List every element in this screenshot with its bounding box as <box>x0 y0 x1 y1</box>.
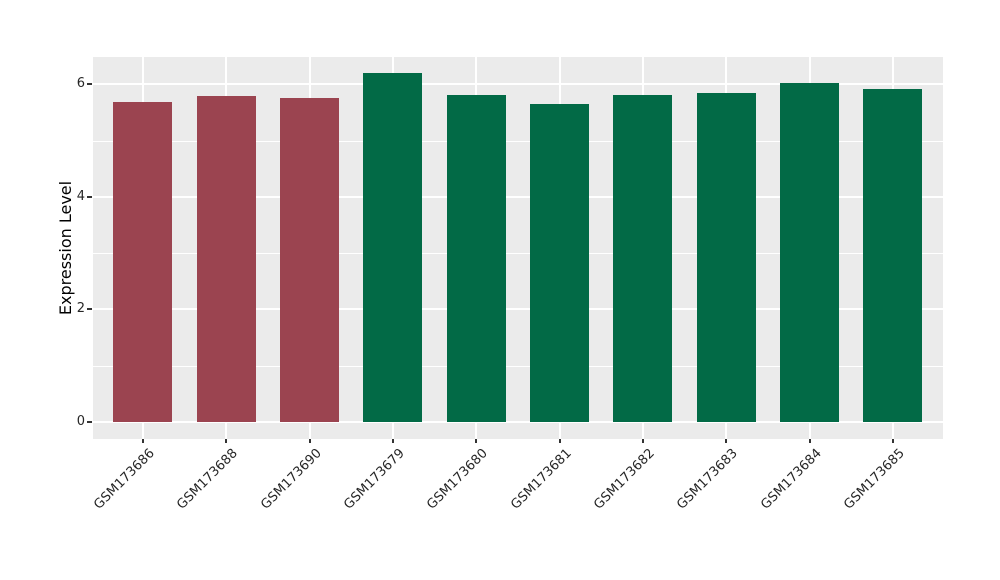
gridline-major-y4 <box>93 196 943 198</box>
x-tick-label-GSM173682: GSM173682 <box>591 446 658 513</box>
y-axis-title: Expression Level <box>56 180 75 316</box>
plot-panel <box>93 57 943 439</box>
gridline-major-y2 <box>93 308 943 310</box>
x-tick-mark-GSM173688 <box>225 439 227 443</box>
x-tick-mark-GSM173685 <box>892 439 894 443</box>
x-tick-label-GSM173681: GSM173681 <box>508 446 575 513</box>
gridline-minor-y1 <box>93 366 943 367</box>
x-tick-label-GSM173686: GSM173686 <box>91 446 158 513</box>
y-tick-mark-4 <box>87 196 92 198</box>
gridline-minor-y5 <box>93 141 943 142</box>
bar-GSM173682 <box>613 95 672 422</box>
y-tick-label-2: 2 <box>76 301 85 316</box>
gridline-major-y0 <box>93 421 943 423</box>
x-tick-mark-GSM173682 <box>642 439 644 443</box>
x-tick-label-GSM173685: GSM173685 <box>841 446 908 513</box>
y-tick-mark-2 <box>87 308 92 310</box>
y-tick-label-4: 4 <box>76 189 85 204</box>
bar-GSM173688 <box>197 96 256 422</box>
x-tick-mark-GSM173683 <box>725 439 727 443</box>
x-tick-mark-GSM173684 <box>809 439 811 443</box>
x-tick-label-GSM173690: GSM173690 <box>258 446 325 513</box>
bar-GSM173690 <box>280 98 339 422</box>
x-tick-mark-GSM173686 <box>142 439 144 443</box>
bar-GSM173684 <box>780 83 839 422</box>
x-tick-mark-GSM173690 <box>309 439 311 443</box>
x-tick-label-GSM173680: GSM173680 <box>424 446 491 513</box>
bar-GSM173679 <box>363 73 422 422</box>
bar-GSM173683 <box>697 93 756 422</box>
x-tick-label-GSM173684: GSM173684 <box>758 446 825 513</box>
bar-GSM173681 <box>530 104 589 422</box>
bar-GSM173680 <box>447 95 506 422</box>
y-tick-mark-0 <box>87 421 92 423</box>
x-tick-mark-GSM173680 <box>475 439 477 443</box>
x-tick-mark-GSM173681 <box>559 439 561 443</box>
x-tick-label-GSM173683: GSM173683 <box>674 446 741 513</box>
x-tick-label-GSM173679: GSM173679 <box>341 446 408 513</box>
x-tick-label-GSM173688: GSM173688 <box>174 446 241 513</box>
y-tick-mark-6 <box>87 83 92 85</box>
bar-GSM173686 <box>113 102 172 422</box>
x-tick-mark-GSM173679 <box>392 439 394 443</box>
y-tick-label-0: 0 <box>76 414 85 429</box>
gridline-major-y6 <box>93 83 943 85</box>
gridline-minor-y3 <box>93 253 943 254</box>
y-tick-label-6: 6 <box>76 76 85 91</box>
bar-GSM173685 <box>863 89 922 422</box>
